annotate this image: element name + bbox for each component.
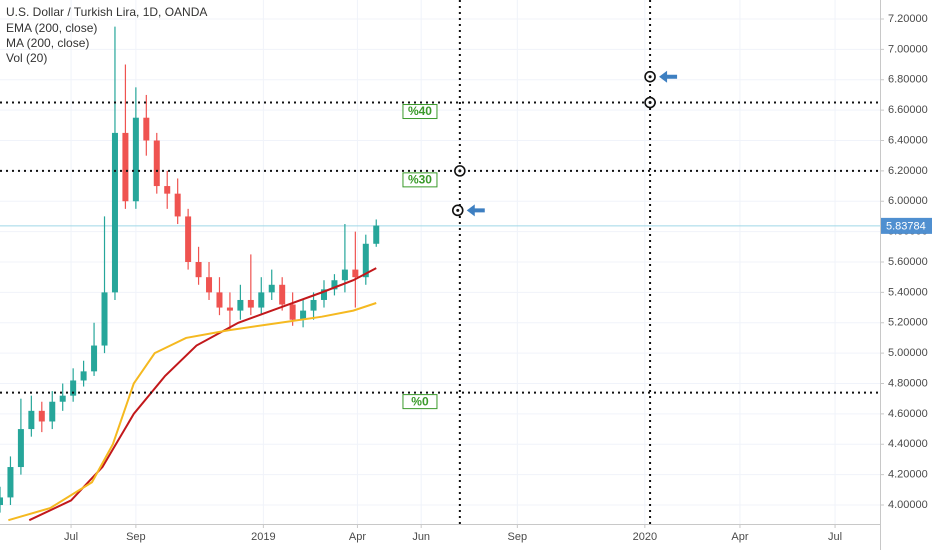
candle-body: [17, 429, 24, 468]
chart-title: U.S. Dollar / Turkish Lira, 1D, OANDA: [6, 5, 207, 19]
legend-item: MA (200, close): [6, 36, 89, 50]
x-tick-label: Jul: [828, 531, 842, 543]
candle-body: [195, 262, 202, 278]
legend-item: EMA (200, close): [6, 21, 97, 35]
candle-body: [247, 299, 254, 308]
marker-dot: [456, 208, 460, 212]
y-tick-label: 5.60000: [888, 256, 928, 268]
y-tick-label: 6.00000: [888, 195, 928, 207]
arrow: [659, 70, 678, 83]
y-tick-label: 7.20000: [888, 13, 928, 25]
y-tick-label: 6.20000: [888, 165, 928, 177]
y-tick-label: 4.40000: [888, 438, 928, 450]
candle-body: [226, 307, 233, 311]
candle-body: [352, 269, 359, 278]
candle-body: [0, 497, 3, 506]
y-tick-label: 4.60000: [888, 408, 928, 420]
candle-body: [258, 292, 265, 308]
candle-body: [59, 395, 66, 402]
candle-body: [164, 186, 171, 194]
x-tick-label: Sep: [126, 531, 146, 543]
candle-body: [206, 277, 213, 293]
level-label-box: [402, 172, 438, 188]
y-tick-label: 6.60000: [888, 104, 928, 116]
candle-body: [362, 243, 369, 278]
candle-body: [153, 140, 160, 187]
indicator-line: [8, 302, 377, 522]
candle-body: [237, 299, 244, 311]
candle-body: [268, 284, 275, 293]
candle-body: [216, 292, 223, 308]
candle-body: [49, 401, 56, 422]
y-tick-label: 4.00000: [888, 499, 928, 511]
last-price-tag: [881, 217, 932, 234]
candle-body: [28, 410, 35, 430]
candle-body: [80, 371, 87, 381]
last-price-label: 5.83784: [886, 220, 926, 232]
candle-body: [38, 410, 45, 422]
candle-body: [91, 345, 98, 372]
x-tick-label: 2019: [251, 531, 275, 543]
x-tick-label: Jun: [412, 531, 430, 543]
indicator-line: [28, 267, 377, 522]
y-tick-label: 7.00000: [888, 43, 928, 55]
x-tick-label: 2020: [633, 531, 657, 543]
x-tick-label: Jul: [64, 531, 78, 543]
y-tick-label: 4.80000: [888, 377, 928, 389]
candle-body: [70, 380, 77, 396]
candle-body: [320, 289, 327, 300]
level-label-box: [402, 394, 438, 410]
candle-body: [310, 299, 317, 311]
y-tick-label: 6.40000: [888, 134, 928, 146]
candle-body: [174, 193, 181, 217]
candle-body: [373, 225, 380, 244]
marker-dot: [458, 169, 462, 173]
level-label: %0: [411, 394, 429, 408]
candle-body: [331, 280, 338, 290]
candle-body: [300, 310, 307, 320]
candle-body: [132, 117, 139, 202]
x-tick-label: Apr: [731, 531, 748, 543]
legend-item: Vol (20): [6, 51, 47, 65]
candle-body: [279, 284, 286, 305]
y-tick-label: 5.40000: [888, 286, 928, 298]
y-tick-label: 4.20000: [888, 469, 928, 481]
candle-body: [101, 292, 108, 346]
plot-area: %40 %30 %0: [0, 0, 880, 524]
marker-dot: [648, 75, 652, 79]
y-tick-label: 6.80000: [888, 74, 928, 86]
candle-body: [185, 216, 192, 262]
x-tick-label: Sep: [508, 531, 528, 543]
candle-body: [341, 269, 348, 281]
candle-body: [122, 132, 129, 202]
y-tick-label: 5.00000: [888, 347, 928, 359]
candle-body: [289, 304, 296, 320]
level-label: %40: [408, 104, 432, 118]
candle-body: [7, 467, 14, 498]
level-label: %30: [408, 173, 432, 187]
arrow: [466, 204, 485, 217]
level-label-box: [402, 104, 438, 120]
candle-body: [111, 132, 118, 293]
x-tick-label: Apr: [349, 531, 366, 543]
y-tick-label: 5.20000: [888, 317, 928, 329]
marker-dot: [648, 101, 652, 105]
candle-body: [143, 117, 150, 141]
